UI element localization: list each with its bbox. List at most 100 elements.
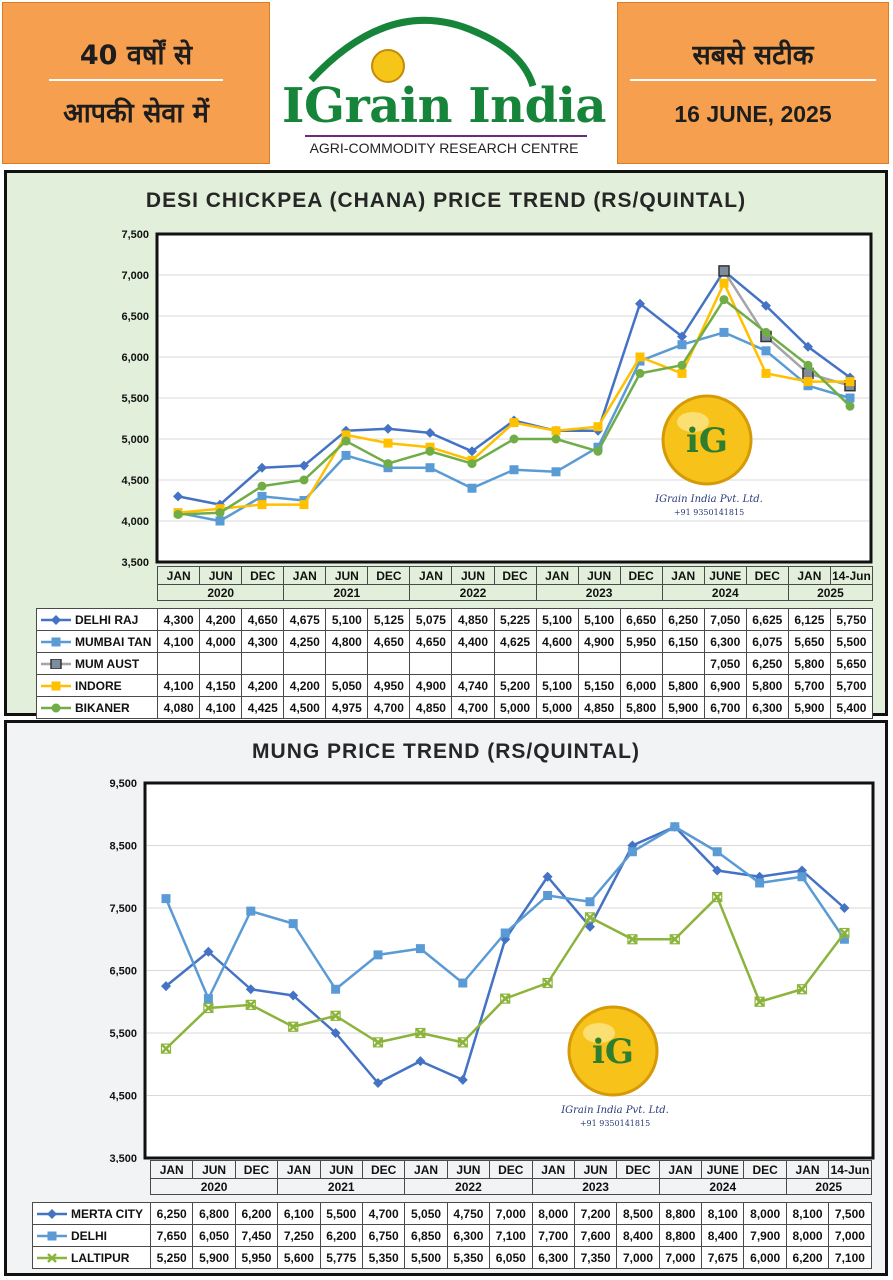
- x-tick-label: DEC: [242, 567, 284, 585]
- chana-chart-panel: DESI CHICKPEA (CHANA) PRICE TREND (RS/QU…: [4, 170, 888, 716]
- chana-point-bikaner: [678, 361, 687, 370]
- x-tick-label: JUN: [200, 567, 242, 585]
- x-tick-label: 14-Jun: [830, 567, 872, 585]
- data-label: 7,050: [704, 653, 746, 675]
- data-label: 6,800: [193, 1203, 235, 1225]
- data-label: 6,125: [788, 609, 830, 631]
- legend-label: INDORE: [75, 679, 122, 693]
- chana-point-mumbai-tan: [552, 467, 561, 476]
- data-label: 4,900: [410, 675, 452, 697]
- data-label: 6,850: [405, 1225, 447, 1247]
- x-tick-label: JUN: [193, 1161, 235, 1179]
- data-label: 5,075: [410, 609, 452, 631]
- x-tick-label: JAN: [532, 1161, 574, 1179]
- legend-label: LALTIPUR: [71, 1251, 129, 1265]
- date-panel: सबसे सटीक 16 JUNE, 2025: [617, 2, 889, 164]
- data-label: [410, 653, 452, 675]
- legend-marker-icon: [37, 1253, 67, 1263]
- chana-point-bikaner: [762, 328, 771, 337]
- data-label: 4,080: [158, 697, 200, 719]
- data-label: 4,000: [200, 631, 242, 653]
- data-label: 4,675: [284, 609, 326, 631]
- legend-entry: DELHI: [33, 1225, 151, 1247]
- tagline-line-1: 40 वर्षों से: [3, 35, 269, 72]
- axis-corner: [37, 567, 158, 585]
- data-label: 8,000: [786, 1225, 828, 1247]
- chana-y-tick-label: 5,500: [121, 393, 149, 405]
- chana-point-indore: [384, 439, 393, 448]
- chana-line-chart: 3,500 4,000 4,500 5,000 5,500 6,000 6,500 7,000…: [7, 173, 885, 573]
- chana-data-table: JAN JUN DEC JAN JUN DEC JAN JUN DEC JAN JUN DEC JAN J…: [36, 566, 873, 719]
- data-label: 7,100: [829, 1247, 871, 1269]
- legend-entry: INDORE: [37, 675, 158, 697]
- data-label: 5,950: [620, 631, 662, 653]
- x-year-label: 2022: [410, 585, 536, 601]
- chana-point-mumbai-tan: [678, 340, 687, 349]
- data-label: 4,200: [284, 675, 326, 697]
- data-label: 4,750: [447, 1203, 489, 1225]
- data-label: 5,200: [494, 675, 536, 697]
- x-tick-label: DEC: [362, 1161, 404, 1179]
- chana-point-bikaner: [426, 447, 435, 456]
- table-row: DELHI RAJ 4,300 4,200 4,650 4,675 5,100 5,125 5…: [37, 609, 873, 631]
- mung-y-tick-label: 4,500: [109, 1091, 137, 1103]
- logo-wordmark: IGrain India: [271, 78, 617, 134]
- data-label: 7,000: [829, 1225, 871, 1247]
- data-label: 6,300: [532, 1247, 574, 1269]
- data-label: 7,100: [490, 1225, 532, 1247]
- data-label: 4,100: [158, 631, 200, 653]
- data-label: 6,300: [447, 1225, 489, 1247]
- data-label: 5,000: [494, 697, 536, 719]
- chana-point-mumbai-tan: [216, 517, 225, 526]
- chana-y-tick-label: 4,000: [121, 516, 149, 528]
- chana-watermark-company: IGrain India Pvt. Ltd.: [654, 494, 763, 505]
- legend-marker-icon: [41, 703, 71, 713]
- data-label: 5,100: [536, 609, 578, 631]
- legend-label: DELHI: [71, 1229, 107, 1243]
- data-label: 8,500: [617, 1203, 659, 1225]
- chana-point-mumbai-tan: [846, 394, 855, 403]
- chana-point-bikaner: [384, 459, 393, 468]
- x-tick-label: DEC: [746, 567, 788, 585]
- chana-point-bikaner: [300, 476, 309, 485]
- data-label: 4,100: [158, 675, 200, 697]
- axis-corner: [33, 1179, 151, 1195]
- chana-point-mumbai-tan: [342, 451, 351, 460]
- x-tick-label: JUN: [452, 567, 494, 585]
- x-year-label: 2021: [284, 585, 410, 601]
- mung-point-delhi: [670, 822, 679, 831]
- chana-point-indore: [258, 500, 267, 509]
- data-label: 7,900: [744, 1225, 786, 1247]
- tagline-divider: [49, 79, 223, 81]
- data-label: [620, 653, 662, 675]
- data-label: 4,850: [410, 697, 452, 719]
- x-year-label: 2022: [405, 1179, 532, 1195]
- data-label: 5,350: [362, 1247, 404, 1269]
- data-label: 4,850: [578, 697, 620, 719]
- x-tick-label: JAN: [536, 567, 578, 585]
- mung-y-tick-label: 9,500: [109, 778, 137, 790]
- mung-y-tick-label: 6,500: [109, 966, 137, 978]
- mung-point-delhi: [543, 891, 552, 900]
- x-year-label: 2020: [151, 1179, 278, 1195]
- x-tick-label: DEC: [744, 1161, 786, 1179]
- legend-entry: MUM AUST: [37, 653, 158, 675]
- chana-point-indore: [762, 369, 771, 378]
- data-label: 5,800: [662, 675, 704, 697]
- x-year-label: 2021: [278, 1179, 405, 1195]
- x-tick-label: JAN: [151, 1161, 193, 1179]
- data-label: 4,300: [242, 631, 284, 653]
- data-label: 5,100: [536, 675, 578, 697]
- mung-chart-panel: MUNG PRICE TREND (RS/QUINTAL) 3,500 4,500…: [4, 720, 888, 1276]
- legend-entry: BIKANER: [37, 697, 158, 719]
- data-label: [158, 653, 200, 675]
- mung-point-delhi: [501, 929, 510, 938]
- data-label: 6,200: [320, 1225, 362, 1247]
- axis-corner: [33, 1161, 151, 1179]
- data-label: 4,740: [452, 675, 494, 697]
- data-label: 5,750: [830, 609, 872, 631]
- mung-watermark-phone: +91 9350141815: [580, 1119, 650, 1128]
- mung-point-delhi: [374, 950, 383, 959]
- data-label: 4,400: [452, 631, 494, 653]
- data-label: 5,800: [788, 653, 830, 675]
